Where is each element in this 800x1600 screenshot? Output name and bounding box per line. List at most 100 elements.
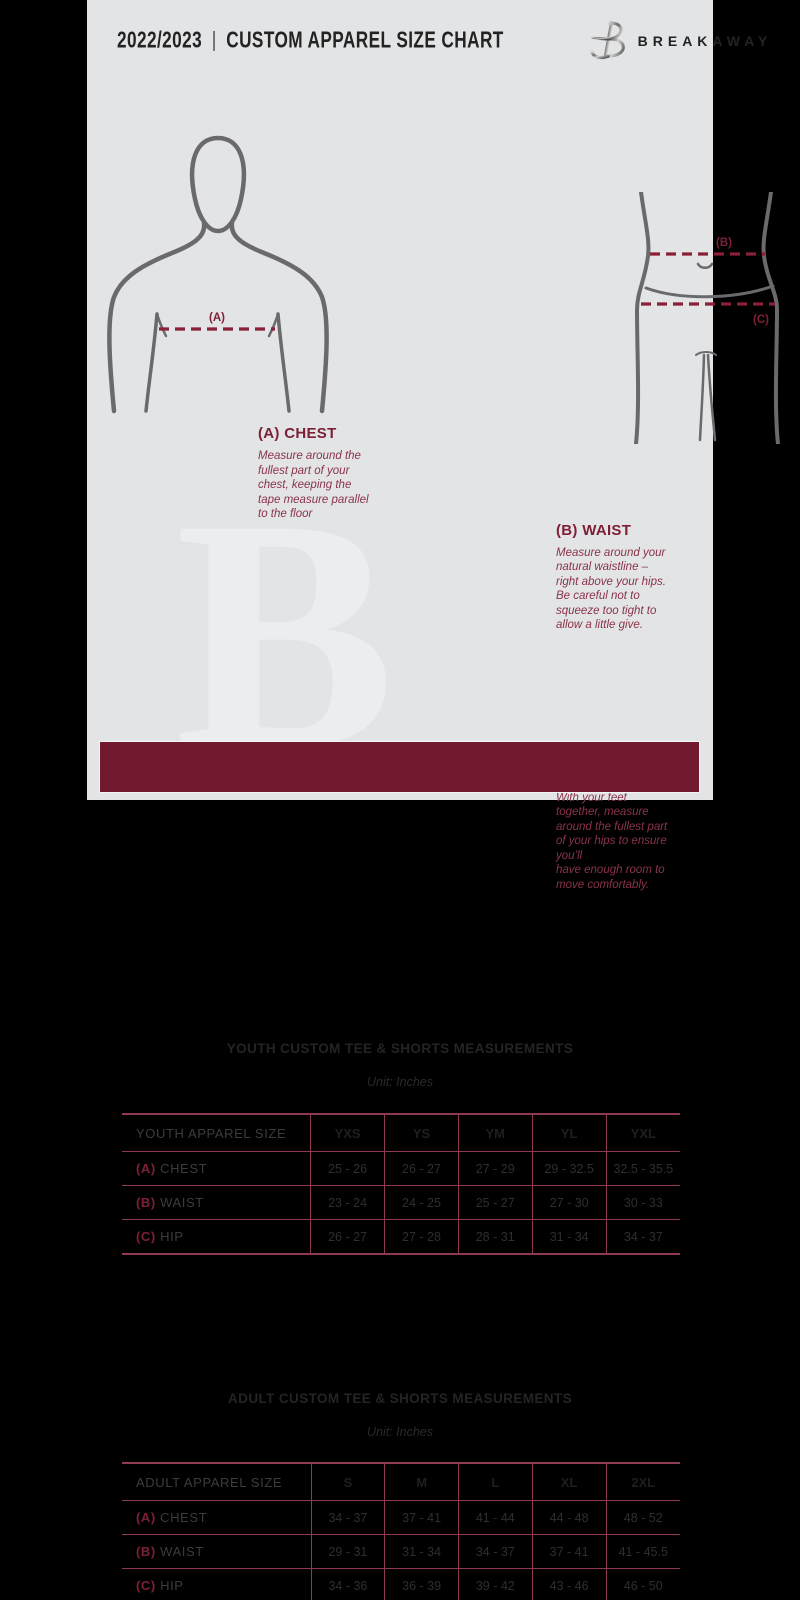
page-header: 2022/2023 | CUSTOM APPAREL SIZE CHART <box>117 18 743 64</box>
brand-lockup: BREAKAWAY <box>589 17 773 66</box>
adult-waist-row: (B) WAIST 29 - 31 31 - 34 34 - 37 37 - 4… <box>122 1535 680 1569</box>
size-chart-page: B 2022/2023 | CUSTOM APPAREL SIZE CHART <box>87 0 713 800</box>
left-armpit-notch <box>157 314 166 336</box>
chest-section: (A) CHEST Measure around the fullest par… <box>258 425 410 522</box>
adult-size-2xl: 2XL <box>606 1463 680 1501</box>
youth-header-row: YOUTH APPAREL SIZE YXS YS YM YL YXL <box>122 1114 680 1152</box>
left-armpit-line <box>146 314 157 411</box>
cell: 44 - 48 <box>532 1501 606 1535</box>
chart-title-text: CUSTOM APPAREL SIZE CHART <box>226 28 504 54</box>
adult-size-l: L <box>458 1463 532 1501</box>
cell: 41 - 45.5 <box>606 1535 680 1569</box>
page-title: 2022/2023 | CUSTOM APPAREL SIZE CHART <box>117 28 504 54</box>
waist-measure-label: (B) <box>716 237 732 249</box>
cell: 28 - 31 <box>458 1220 532 1255</box>
cell: 31 - 34 <box>385 1535 459 1569</box>
adult-size-m: M <box>385 1463 459 1501</box>
hip-band-curve <box>646 286 773 297</box>
cell: 37 - 41 <box>532 1535 606 1569</box>
cell: 34 - 37 <box>311 1501 385 1535</box>
chest-heading: (A) CHEST <box>258 425 410 442</box>
adult-size-table: ADULT APPAREL SIZE S M L XL 2XL (A) CHES… <box>122 1462 680 1600</box>
adult-size-xl: XL <box>532 1463 606 1501</box>
row-label: HIP <box>160 1229 183 1244</box>
row-prefix: (B) <box>136 1195 156 1210</box>
cell: 32.5 - 35.5 <box>606 1152 680 1186</box>
youth-size-column-header: YOUTH APPAREL SIZE <box>122 1114 310 1152</box>
cell: 23 - 24 <box>310 1186 384 1220</box>
cell: 26 - 27 <box>310 1220 384 1255</box>
cell: 43 - 46 <box>532 1569 606 1600</box>
right-inner-leg-line <box>708 355 715 440</box>
head-outline <box>192 138 244 231</box>
row-label: WAIST <box>160 1195 204 1210</box>
cell: 27 - 29 <box>458 1152 532 1186</box>
chest-description: Measure around the fullest part of your … <box>258 449 410 522</box>
cell: 34 - 36 <box>311 1569 385 1600</box>
row-prefix: (A) <box>136 1161 156 1176</box>
adult-table-title: ADULT CUSTOM TEE & SHORTS MEASUREMENTS <box>87 1391 713 1406</box>
row-label: HIP <box>160 1578 183 1593</box>
youth-waist-row: (B) WAIST 23 - 24 24 - 25 25 - 27 27 - 3… <box>122 1186 680 1220</box>
cell: 29 - 32.5 <box>532 1152 606 1186</box>
cell: 26 - 27 <box>385 1152 459 1186</box>
row-prefix: (C) <box>136 1229 156 1244</box>
waist-section: (B) WAIST Measure around your natural wa… <box>556 522 708 633</box>
cell: 25 - 27 <box>458 1186 532 1220</box>
cell: 27 - 28 <box>385 1220 459 1255</box>
cell: 36 - 39 <box>385 1569 459 1600</box>
chest-measure-label: (A) <box>209 312 225 324</box>
youth-size-yl: YL <box>532 1114 606 1152</box>
cell: 39 - 42 <box>458 1569 532 1600</box>
adult-hip-row: (C) HIP 34 - 36 36 - 39 39 - 42 43 - 46 … <box>122 1569 680 1600</box>
youth-table-block: YOUTH APPAREL SIZE YXS YS YM YL YXL (A) … <box>122 1113 680 1255</box>
footer-accent-bar <box>99 741 700 793</box>
row-header: (A) CHEST <box>122 1501 311 1535</box>
brand-name: BREAKAWAY <box>638 33 773 49</box>
right-armpit-notch <box>269 314 278 336</box>
row-label: CHEST <box>160 1161 207 1176</box>
row-label: CHEST <box>160 1510 207 1525</box>
cell: 37 - 41 <box>385 1501 459 1535</box>
adult-size-s: S <box>311 1463 385 1501</box>
hips-description: With your feet together, measure around … <box>556 791 708 893</box>
waist-description: Measure around your natural waistline – … <box>556 546 708 633</box>
youth-table-title: YOUTH CUSTOM TEE & SHORTS MEASUREMENTS <box>87 1041 713 1056</box>
youth-table-unit: Unit: Inches <box>87 1075 713 1089</box>
cell: 31 - 34 <box>532 1220 606 1255</box>
hip-measure-label: (C) <box>753 314 769 326</box>
cell: 27 - 30 <box>532 1186 606 1220</box>
row-prefix: (A) <box>136 1510 156 1525</box>
right-armpit-line <box>278 314 289 411</box>
waist-heading: (B) WAIST <box>556 522 708 539</box>
torso-outline <box>109 138 326 411</box>
adult-chest-row: (A) CHEST 34 - 37 37 - 41 41 - 44 44 - 4… <box>122 1501 680 1535</box>
row-header: (A) CHEST <box>122 1152 310 1186</box>
cell: 34 - 37 <box>606 1220 680 1255</box>
adult-table-block: ADULT APPAREL SIZE S M L XL 2XL (A) CHES… <box>122 1462 680 1600</box>
cell: 46 - 50 <box>606 1569 680 1600</box>
navel-mark <box>698 264 712 268</box>
crotch-curve <box>696 352 716 355</box>
torso-chest-diagram: (A) <box>100 124 330 414</box>
row-header: (C) HIP <box>122 1569 311 1600</box>
cell: 48 - 52 <box>606 1501 680 1535</box>
breakaway-b-logo-icon <box>589 17 629 66</box>
youth-hip-row: (C) HIP 26 - 27 27 - 28 28 - 31 31 - 34 … <box>122 1220 680 1255</box>
adult-table-unit: Unit: Inches <box>87 1425 713 1439</box>
row-prefix: (C) <box>136 1578 156 1593</box>
cell: 34 - 37 <box>458 1535 532 1569</box>
cell: 25 - 26 <box>310 1152 384 1186</box>
youth-size-table: YOUTH APPAREL SIZE YXS YS YM YL YXL (A) … <box>122 1113 680 1255</box>
row-header: (B) WAIST <box>122 1535 311 1569</box>
youth-size-ys: YS <box>385 1114 459 1152</box>
youth-size-yxs: YXS <box>310 1114 384 1152</box>
waist-hips-diagram: (B) (C) <box>624 192 800 444</box>
youth-size-ym: YM <box>458 1114 532 1152</box>
title-separator: | <box>202 29 226 53</box>
cell: 41 - 44 <box>458 1501 532 1535</box>
edition-text: 2022/2023 <box>117 28 202 54</box>
cell: 29 - 31 <box>311 1535 385 1569</box>
row-label: WAIST <box>160 1544 204 1559</box>
youth-chest-row: (A) CHEST 25 - 26 26 - 27 27 - 29 29 - 3… <box>122 1152 680 1186</box>
